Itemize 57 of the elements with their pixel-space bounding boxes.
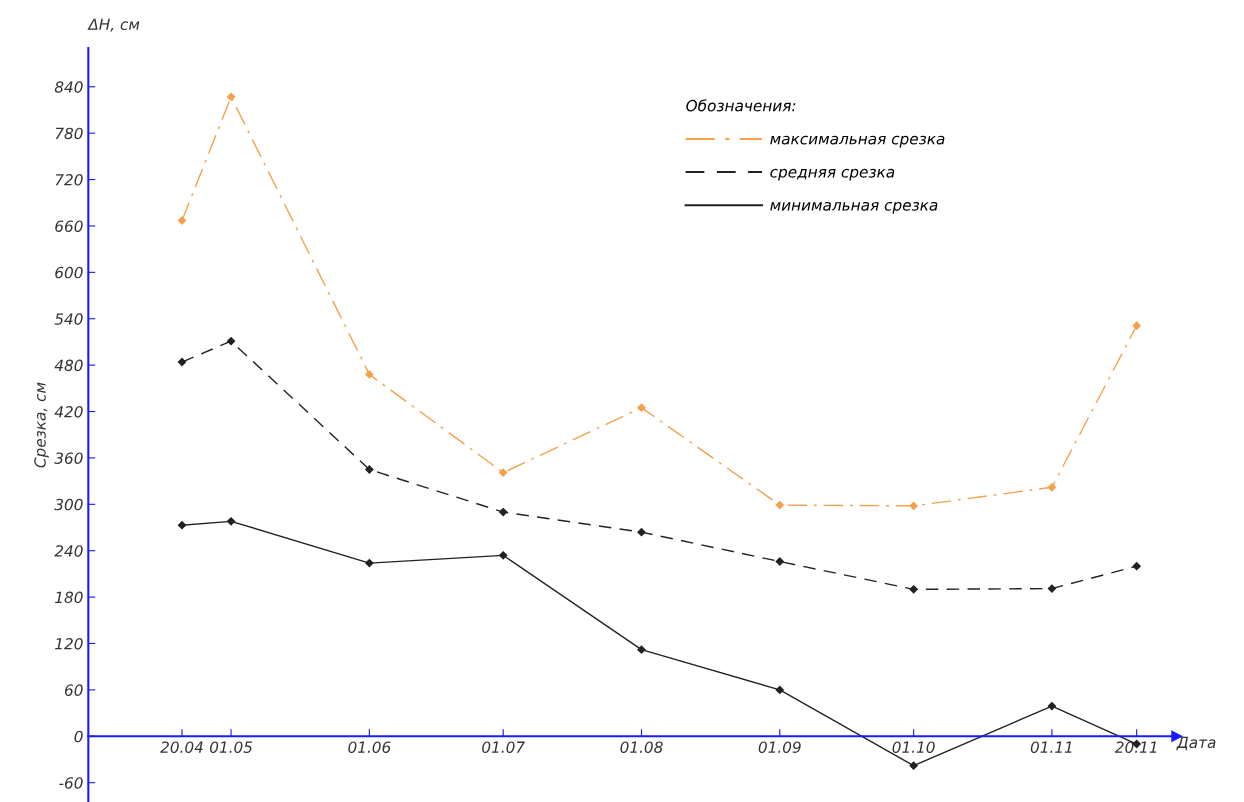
point: [177, 521, 187, 530]
y-tick-label: 600: [55, 266, 83, 279]
y-tick-label: 360: [54, 452, 83, 464]
y-tick-label: 720: [55, 174, 83, 186]
point: [226, 337, 236, 346]
x-tick-label: 01.06: [348, 741, 391, 753]
y-tick-label: 300: [54, 498, 83, 511]
x-tick-label: 20.04: [160, 741, 203, 753]
point: [226, 517, 236, 526]
point: [909, 585, 918, 594]
x-tick-label: 20.11: [1114, 741, 1157, 753]
x-tick-label: 01.10: [892, 741, 935, 753]
y-tick-label: -60: [59, 777, 83, 789]
legend-label: средняя срезка: [770, 168, 895, 181]
y-tick-label: 840: [54, 81, 83, 93]
point: [365, 465, 374, 474]
y-tick-label: 480: [54, 359, 83, 372]
point: [775, 685, 784, 695]
x-axis-title: Дата: [1176, 736, 1216, 751]
point: [909, 761, 918, 770]
point: [177, 357, 187, 367]
point: [1047, 483, 1057, 492]
y-tick-label: 420: [54, 405, 83, 418]
legend-label: минимальная срезка: [770, 201, 938, 214]
y-tick-label: 240: [54, 545, 83, 557]
point: [775, 500, 784, 510]
point: [499, 468, 508, 477]
y-tick-label: 780: [55, 127, 83, 140]
y-tick-label: 540: [54, 313, 83, 325]
x-tick-label: 01.07: [482, 741, 525, 753]
point: [1132, 562, 1141, 571]
point: [365, 370, 374, 379]
x-tick-label: 01.08: [620, 741, 663, 753]
point: [499, 551, 508, 560]
point: [637, 645, 646, 654]
point: [226, 92, 236, 101]
point: [637, 403, 646, 412]
point: [365, 558, 374, 568]
x-tick-label: 01.09: [758, 741, 801, 753]
legend-label: максимальная срезка: [770, 135, 945, 148]
text: ΔH, см: [87, 18, 140, 32]
point: [909, 501, 918, 510]
point: [1047, 584, 1057, 593]
point: [775, 557, 784, 566]
point: [499, 507, 508, 517]
legend-title: Обозначения:: [686, 99, 796, 112]
y-tick-label: 60: [64, 684, 83, 696]
y-tick-label: 180: [55, 591, 83, 604]
point: [1132, 321, 1141, 330]
point: [1047, 701, 1057, 711]
y-tick-label: 660: [55, 220, 83, 232]
y-tick-label: 120: [55, 637, 83, 650]
x-tick-label: 01.05: [209, 741, 253, 753]
point: [637, 528, 646, 537]
x-tick-label: 01.11: [1030, 741, 1072, 753]
y-tick-label: 0: [74, 730, 83, 743]
y-axis-title: Срезка, см: [34, 382, 49, 468]
